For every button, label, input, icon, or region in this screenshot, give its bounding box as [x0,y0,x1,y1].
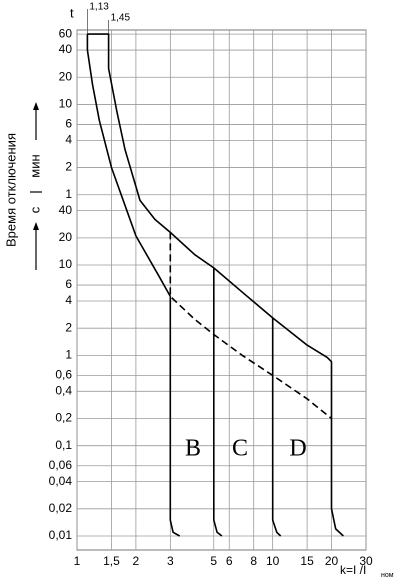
curve [87,33,344,537]
y-tick-label: 40 [59,203,73,217]
x-tick-label: 2 [133,554,140,568]
y-tick-label: 2 [65,320,72,334]
y-tick-label: 4 [65,293,72,307]
arrow-head [33,222,39,230]
top-tick-label: 1,45 [111,13,131,24]
curve [213,267,223,537]
y-tick-label: 0,01 [49,528,73,542]
x-axis-title-sub: ном [381,572,394,579]
y-tick-label: 0,06 [49,458,73,472]
x-tick-label: 3 [167,554,174,568]
x-tick-label: 15 [300,554,314,568]
y-tick-label: 40 [59,42,73,56]
y-axis-title: Время отключения [3,133,18,247]
arrow-head [33,102,39,110]
plot-frame [76,29,367,551]
annotation: B [185,436,201,462]
y-tick-label: 4 [65,133,72,147]
y-tick-label: 0,02 [49,501,73,515]
y-tick-label: 10 [59,97,73,111]
y-tick-label: 2 [65,160,72,174]
y-tick-label: 0,04 [49,474,73,488]
y-unit-seconds: с [27,206,42,213]
y-tick-label: 1 [65,348,72,362]
x-tick-label: 30 [359,554,373,568]
y-tick-label: 10 [59,257,73,271]
annotation: C [232,436,248,462]
y-tick-label: 20 [59,69,73,83]
top-tick-label: 1,13 [89,2,109,13]
y-axis-symbol: t [70,5,74,20]
y-tick-label: 6 [65,277,72,291]
x-tick-label: 8 [250,554,257,568]
x-tick-label: 1 [74,554,81,568]
y-tick-label: 1 [65,187,72,201]
curve [169,296,181,537]
y-unit-minutes: мин [27,154,42,177]
x-tick-label: 1,5 [103,554,120,568]
x-tick-label: 10 [266,554,280,568]
y-tick-label: 0,2 [55,411,72,425]
y-unit-group: с мин [27,102,42,270]
x-tick-label: 5 [210,554,217,568]
curve [271,317,282,537]
y-tick-label: 20 [59,230,73,244]
y-tick-label: 0,4 [55,383,72,397]
y-tick-label: 60 [59,26,73,40]
annotation: D [289,436,306,462]
curve [169,232,333,420]
x-tick-label: 6 [226,554,233,568]
x-axis-title: k=I /I [340,563,366,577]
curve [86,34,171,297]
y-tick-label: 6 [65,117,72,131]
y-tick-label: 0,6 [55,368,72,382]
y-tick-label: 0,1 [55,438,72,452]
x-tick-label: 20 [325,554,339,568]
